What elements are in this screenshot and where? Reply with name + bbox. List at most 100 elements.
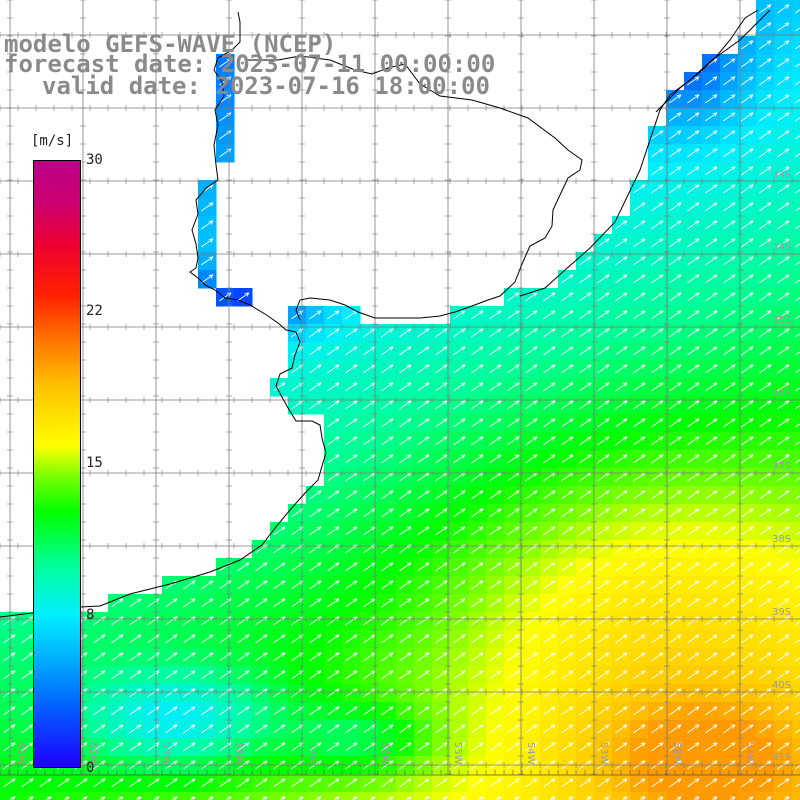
wind-arrow [651, 274, 664, 284]
wind-arrow [705, 292, 718, 302]
wind-cell [198, 792, 217, 800]
wind-arrow [579, 490, 592, 500]
wind-arrow [453, 346, 466, 356]
wind-arrow [777, 76, 790, 86]
wind-arrow [21, 634, 34, 644]
colorbar-tick-0: 0 [86, 760, 95, 776]
wind-arrow [777, 400, 790, 410]
wind-arrow [759, 58, 772, 68]
wind-arrow [741, 580, 754, 590]
wind-arrow [741, 400, 754, 410]
wind-cell [54, 792, 73, 800]
wind-arrow [633, 238, 646, 248]
wind-arrow [795, 567, 800, 572]
wind-arrow [777, 562, 790, 572]
wind-arrow [687, 130, 700, 140]
wind-arrow [291, 310, 304, 320]
wind-cell [504, 792, 523, 800]
wind-arrow [759, 598, 772, 608]
wind-arrow [309, 328, 322, 338]
wind-arrow [633, 364, 646, 374]
wind-cell [792, 360, 800, 379]
wind-arrow [705, 148, 718, 158]
wind-arrow [741, 130, 754, 140]
wind-arrow [399, 328, 412, 338]
colorbar [33, 160, 81, 768]
wind-arrow [435, 490, 448, 500]
wind-arrow [381, 328, 394, 338]
wind-arrow [759, 364, 772, 374]
wind-arrow [345, 328, 358, 338]
wind-arrow [399, 364, 412, 374]
wind-arrow [705, 238, 718, 248]
wind-arrow [741, 382, 754, 392]
wind-arrow [687, 220, 700, 230]
wind-cell [792, 540, 800, 559]
wind-arrow [705, 436, 718, 446]
wind-arrow [687, 112, 700, 122]
wind-arrow [489, 580, 502, 590]
wind-cell [792, 36, 800, 55]
wind-arrow [345, 526, 358, 536]
wind-arrow [543, 346, 556, 356]
wind-arrow [291, 508, 304, 518]
wind-arrow [777, 382, 790, 392]
wind-arrow [453, 634, 466, 644]
wind-cell [792, 306, 800, 325]
wind-arrow [741, 148, 754, 158]
colorbar-units: [m/s] [31, 133, 74, 149]
wind-arrow [381, 382, 394, 392]
wind-arrow [579, 580, 592, 590]
latitude-label: 36S [772, 388, 791, 399]
wind-arrow [399, 490, 412, 500]
wind-arrow [507, 382, 520, 392]
wind-arrow [741, 94, 754, 104]
wind-arrow [597, 562, 610, 572]
wind-arrow [687, 418, 700, 428]
wind-arrow [543, 598, 556, 608]
wind-arrow [741, 310, 754, 320]
wind-arrow [453, 436, 466, 446]
wind-arrow [633, 562, 646, 572]
wind-arrow [723, 58, 736, 68]
wind-arrow [579, 274, 592, 284]
wind-arrow [687, 400, 700, 410]
wind-arrow [795, 171, 800, 176]
wind-arrow [633, 220, 646, 230]
wind-cell [792, 180, 800, 199]
wind-arrow [345, 418, 358, 428]
wind-arrow [327, 436, 340, 446]
wind-arrow [489, 436, 502, 446]
wind-arrow [543, 382, 556, 392]
wind-arrow [705, 508, 718, 518]
wind-arrow [399, 418, 412, 428]
wind-arrow [687, 454, 700, 464]
wind-arrow [399, 382, 412, 392]
wind-arrow [327, 400, 340, 410]
wind-arrow [723, 598, 736, 608]
wind-arrow [795, 99, 800, 104]
wind-arrow [723, 256, 736, 266]
wind-arrow [399, 346, 412, 356]
wind-cell [792, 342, 800, 361]
wind-arrow [777, 526, 790, 536]
wind-arrow [633, 418, 646, 428]
wind-arrow [435, 526, 448, 536]
wind-arrow [561, 382, 574, 392]
wind-arrow [453, 418, 466, 428]
wind-arrow [741, 364, 754, 374]
wind-arrow [723, 112, 736, 122]
wind-arrow [327, 328, 340, 338]
wind-arrow [507, 490, 520, 500]
wind-arrow [381, 454, 394, 464]
wind-arrow [525, 580, 538, 590]
wind-arrow [759, 184, 772, 194]
wind-arrow [381, 490, 394, 500]
wind-arrow [255, 562, 268, 572]
wind-cell [792, 576, 800, 595]
wind-arrow [327, 580, 340, 590]
wind-cell [702, 792, 721, 800]
wind-arrow [597, 382, 610, 392]
wind-arrow [669, 256, 682, 266]
